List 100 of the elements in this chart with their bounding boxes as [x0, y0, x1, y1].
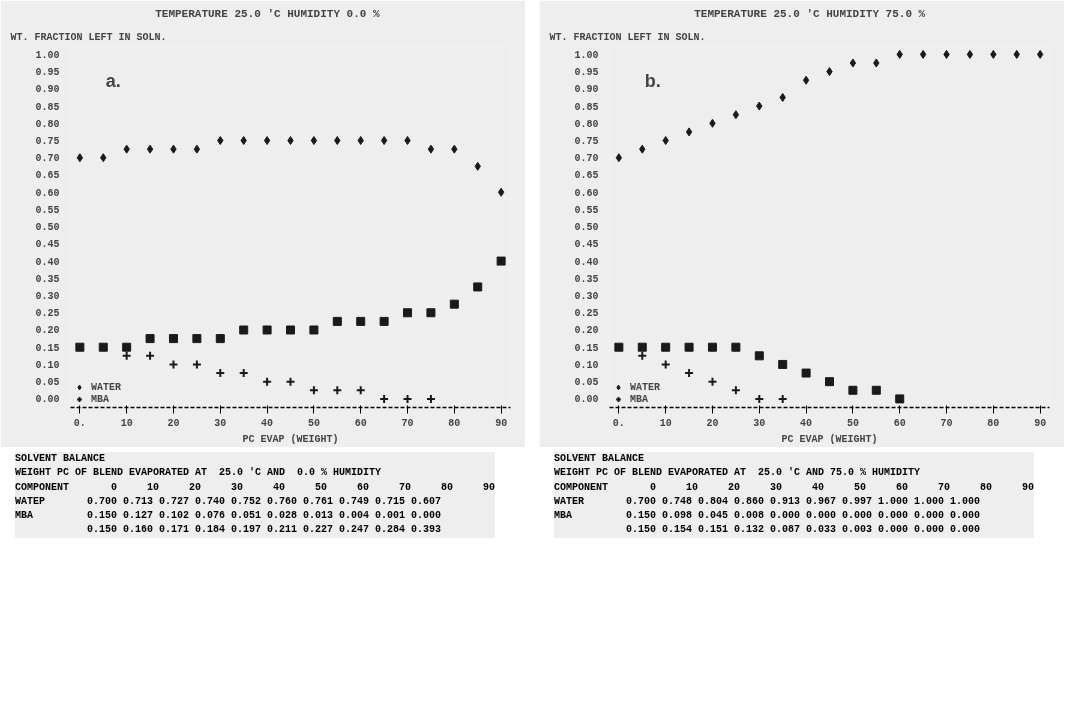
y-tick-label: 0.45 [574, 239, 599, 251]
y-tick-label: 0.80 [35, 118, 60, 130]
text: MBA 0.150 0.127 0.102 0.076 0.051 0.028 0.013 0.004 0.001 0.000 [15, 510, 442, 522]
point [122, 342, 132, 352]
point [263, 136, 271, 146]
point [146, 144, 154, 154]
point [1013, 49, 1020, 59]
point [170, 144, 177, 154]
x-tick-label: 10 [659, 417, 672, 429]
point [684, 342, 694, 352]
text: SOLVENT BALANCE [15, 453, 106, 464]
y-tick-label: 0.25 [35, 308, 60, 320]
text: SOLVENT BALANCE [554, 453, 645, 464]
x-tick-label: 60 [354, 417, 367, 429]
point [240, 136, 247, 146]
point [801, 368, 811, 378]
point [614, 342, 624, 352]
point [193, 144, 201, 154]
y-tick-label: 0.50 [574, 222, 599, 234]
y-tick-label: 0.65 [35, 170, 60, 182]
point [497, 187, 505, 197]
point [332, 316, 342, 326]
y-tick-label: 0.20 [574, 325, 599, 337]
point [75, 342, 85, 352]
y-tick-label: 0.60 [35, 187, 60, 199]
point [895, 394, 905, 404]
y-tick-label: 0.35 [574, 273, 599, 285]
y-tick-label: 0.10 [574, 359, 599, 371]
y-tick-label: 0.30 [574, 291, 599, 303]
point [779, 92, 786, 102]
y-axis-title: WT. FRACTION LEFT IN SOLN. [10, 31, 167, 43]
text: WEIGHT PC OF BLEND EVAPORATED AT 25.0 'C AND 0.0 % HUMIDITY [15, 467, 382, 479]
point [661, 342, 671, 352]
y-axis-title: WT. FRACTION LEFT IN SOLN. [549, 31, 706, 43]
legend-label: WATER [630, 381, 661, 393]
point [404, 136, 411, 146]
y-tick-label: 0.05 [35, 377, 60, 389]
point [239, 325, 249, 335]
point [427, 144, 435, 154]
point [334, 136, 341, 146]
point [356, 316, 366, 326]
x-tick-label: 90 [495, 417, 508, 429]
y-tick-label: 0.70 [35, 153, 60, 165]
text: WATER 0.700 0.748 0.804 0.860 0.913 0.967 0.997 1.000 1.000 1.000 [554, 495, 981, 507]
point [639, 144, 646, 154]
y-tick-label: 1.00 [35, 49, 60, 61]
point [473, 282, 483, 292]
point [145, 334, 155, 344]
x-tick-label: 20 [706, 417, 719, 429]
point [802, 75, 810, 85]
point [192, 334, 202, 344]
annotation: b. [644, 70, 661, 91]
y-tick-label: 0.55 [35, 204, 60, 216]
point [123, 144, 130, 154]
point [825, 377, 834, 387]
annotation: a. [105, 70, 121, 91]
x-tick-label: 20 [167, 417, 180, 429]
y-tick-label: 0.15 [574, 342, 599, 354]
chart-title: TEMPERATURE 25.0 'C HUMIDITY 0.0 % [155, 7, 381, 20]
point [662, 136, 669, 146]
legend-label: MBA [630, 393, 649, 405]
point [848, 385, 858, 395]
point [919, 49, 927, 59]
x-tick-label: 50 [307, 417, 320, 429]
y-tick-label: 0.45 [35, 239, 60, 251]
x-tick-label: 30 [753, 417, 766, 429]
y-tick-label: 0.20 [35, 325, 60, 337]
point [685, 127, 693, 137]
point [637, 342, 647, 352]
y-tick-label: 0.65 [574, 170, 599, 182]
point [709, 118, 716, 128]
point [966, 49, 974, 59]
point [100, 153, 107, 163]
point [309, 325, 319, 335]
point [451, 144, 458, 154]
y-tick-label: 0.90 [574, 84, 599, 96]
point [286, 325, 295, 335]
point [426, 308, 436, 318]
y-tick-label: 0.95 [35, 67, 60, 79]
point [896, 49, 903, 59]
y-tick-label: 0.90 [35, 84, 60, 96]
y-tick-label: 0.75 [574, 136, 599, 148]
point [380, 136, 388, 146]
text: WEIGHT PC OF BLEND EVAPORATED AT 25.0 'C AND 75.0 % HUMIDITY [554, 467, 921, 479]
x-axis-title: PC EVAP (WEIGHT) [781, 433, 878, 445]
legend-label: WATER [91, 381, 122, 393]
point [310, 136, 318, 146]
y-tick-label: 0.80 [574, 118, 599, 130]
point [98, 342, 108, 352]
chart-title: TEMPERATURE 25.0 'C HUMIDITY 75.0 % [694, 7, 926, 20]
text: 0.150 0.160 0.171 0.184 0.197 0.211 0.227 0.247 0.284 0.393 [87, 524, 442, 536]
point [215, 334, 225, 344]
point [357, 136, 364, 146]
text: 0.150 0.154 0.151 0.132 0.087 0.033 0.003 0.000 0.000 0.000 [626, 524, 981, 536]
y-tick-label: 0.60 [574, 187, 599, 199]
y-tick-label: 0.85 [35, 101, 60, 113]
legend-label: MBA [91, 393, 110, 405]
y-tick-label: 0.35 [35, 273, 60, 285]
point [217, 136, 224, 146]
point [449, 299, 459, 309]
